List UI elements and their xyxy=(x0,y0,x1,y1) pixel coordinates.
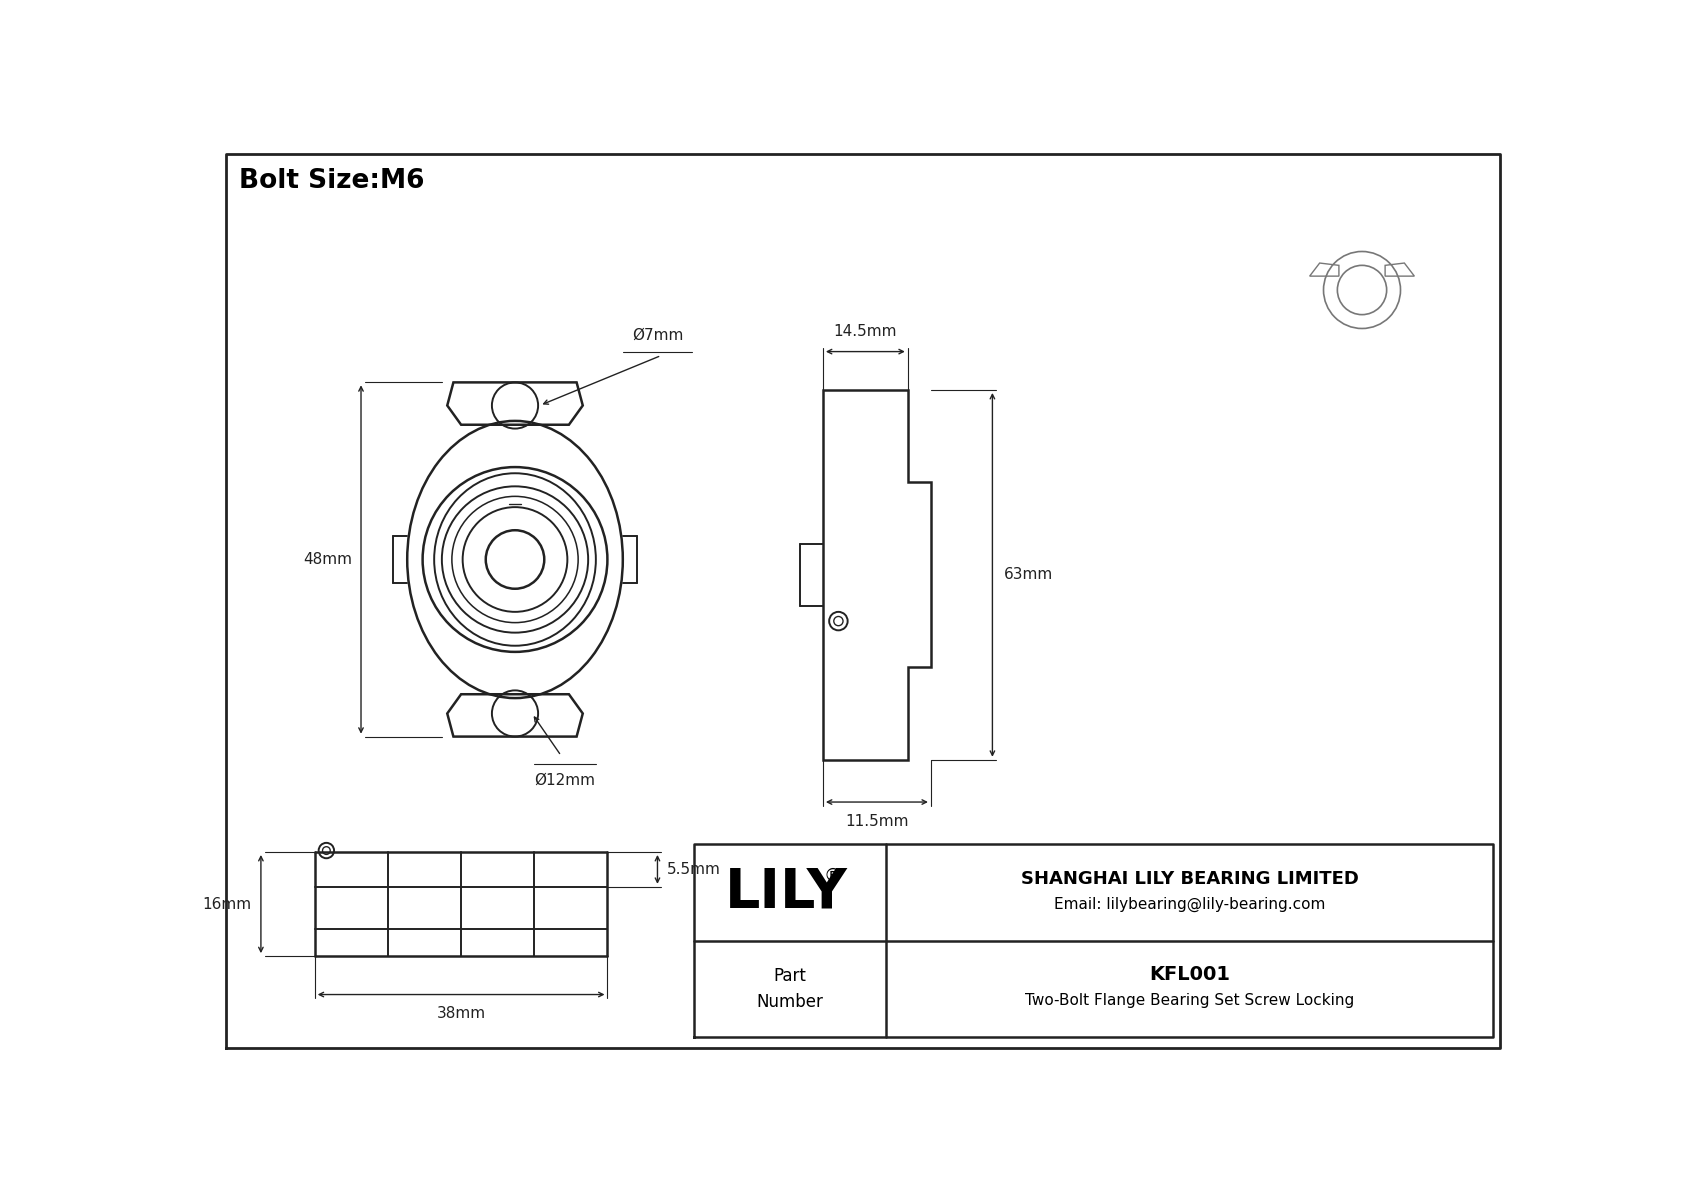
Text: Part
Number: Part Number xyxy=(756,967,823,1011)
Text: 38mm: 38mm xyxy=(436,1006,485,1021)
Text: Two-Bolt Flange Bearing Set Screw Locking: Two-Bolt Flange Bearing Set Screw Lockin… xyxy=(1026,993,1354,1008)
Text: ®: ® xyxy=(823,867,842,885)
Text: 48mm: 48mm xyxy=(303,551,352,567)
Text: Bolt Size:M6: Bolt Size:M6 xyxy=(239,168,424,194)
Text: 63mm: 63mm xyxy=(1004,567,1052,582)
Text: Email: lilybearing@lily-bearing.com: Email: lilybearing@lily-bearing.com xyxy=(1054,897,1325,911)
Text: Ø12mm: Ø12mm xyxy=(534,773,596,787)
Text: KFL001: KFL001 xyxy=(1148,966,1229,985)
Text: 11.5mm: 11.5mm xyxy=(845,815,909,829)
Text: 16mm: 16mm xyxy=(202,897,251,911)
Text: Ø7mm: Ø7mm xyxy=(632,328,684,342)
Text: SHANGHAI LILY BEARING LIMITED: SHANGHAI LILY BEARING LIMITED xyxy=(1021,869,1359,887)
Text: 14.5mm: 14.5mm xyxy=(834,324,898,339)
Text: LILY: LILY xyxy=(724,866,847,919)
Text: 5.5mm: 5.5mm xyxy=(667,862,721,877)
